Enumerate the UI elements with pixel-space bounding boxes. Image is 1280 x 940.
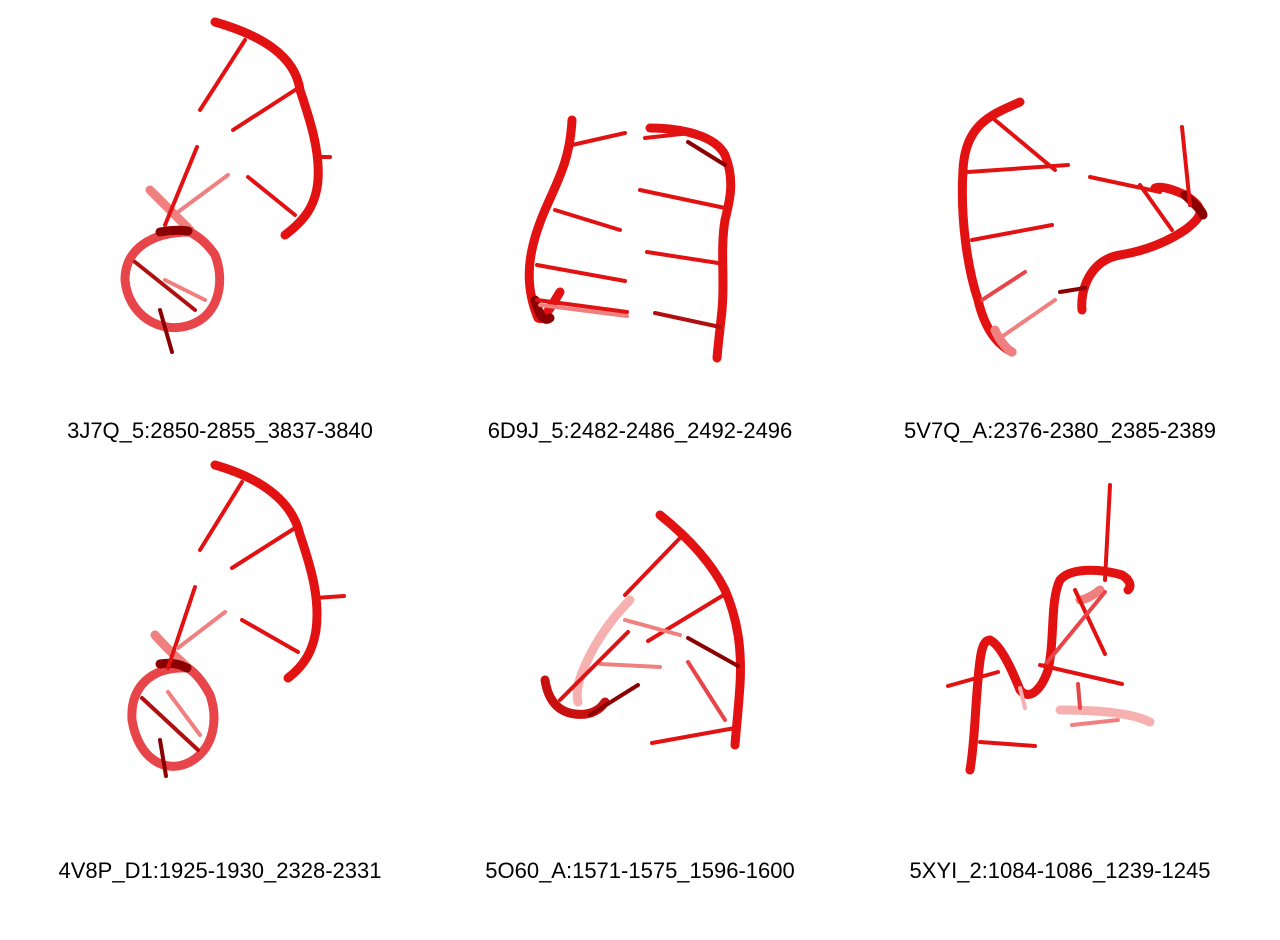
rna-structure-render — [540, 510, 745, 750]
base-pairs — [133, 38, 332, 354]
rna-structure-render — [957, 97, 1208, 357]
structure-label: 5O60_A:1571-1575_1596-1600 — [485, 858, 795, 883]
structure-label: 5XYI_2:1084-1086_1239-1245 — [909, 858, 1211, 883]
structure-panel: 5V7Q_A:2376-2380_2385-2389 — [860, 0, 1260, 443]
backbone — [127, 460, 322, 771]
backbone — [524, 115, 736, 363]
structure-panel: 3J7Q_5:2850-2855_3837-3840 — [20, 0, 420, 443]
rna-structure-render — [946, 483, 1155, 775]
base-pairs — [558, 536, 740, 745]
base-pairs — [946, 483, 1124, 748]
structure-panel: 5XYI_2:1084-1086_1239-1245 — [860, 440, 1260, 883]
base-pairs — [535, 131, 727, 329]
backbone — [120, 17, 323, 333]
rna-structure-render — [120, 17, 332, 354]
base-pairs — [966, 118, 1192, 340]
backbone — [540, 510, 745, 750]
structure-panel: 4V8P_D1:1925-1930_2328-2331 — [20, 440, 420, 883]
rna-structure-render — [127, 460, 346, 778]
base-pairs — [140, 480, 346, 778]
structure-label: 5V7Q_A:2376-2380_2385-2389 — [904, 418, 1216, 443]
structure-label: 3J7Q_5:2850-2855_3837-3840 — [67, 418, 373, 443]
structure-label: 6D9J_5:2482-2486_2492-2496 — [487, 418, 793, 443]
structure-label: 4V8P_D1:1925-1930_2328-2331 — [58, 858, 382, 883]
backbone — [957, 97, 1208, 357]
structure-panel: 5O60_A:1571-1575_1596-1600 — [440, 440, 840, 883]
rna-structure-render — [524, 115, 736, 363]
structure-panel: 6D9J_5:2482-2486_2492-2496 — [440, 0, 840, 443]
